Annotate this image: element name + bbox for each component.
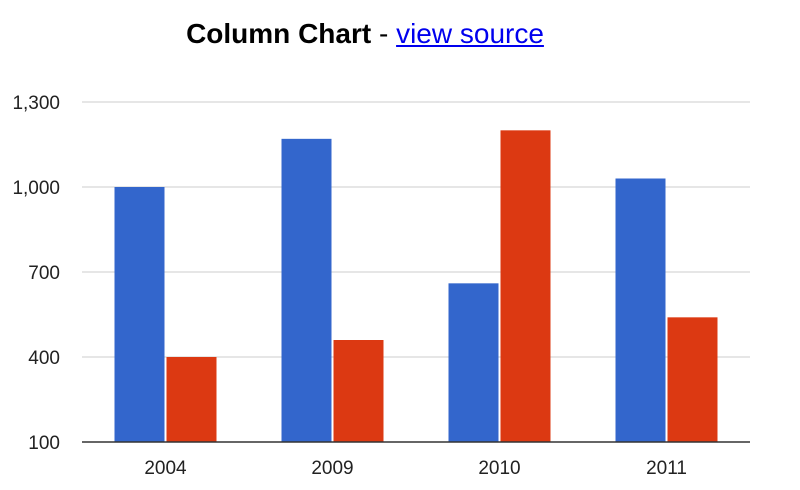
- y-tick-label: 400: [28, 348, 60, 369]
- bar: [615, 178, 666, 442]
- bar: [500, 130, 551, 443]
- y-tick-label: 1,300: [12, 93, 60, 114]
- bar: [281, 138, 332, 443]
- bar: [114, 187, 165, 442]
- x-tick-label: 2004: [144, 458, 187, 479]
- x-tick-label: 2010: [478, 458, 520, 479]
- y-tick-label: 100: [28, 433, 60, 454]
- bar: [166, 357, 217, 442]
- bar: [667, 317, 718, 442]
- bar: [333, 340, 384, 442]
- x-tick-label: 2009: [311, 458, 353, 479]
- bar: [448, 283, 499, 442]
- y-tick-label: 700: [28, 263, 60, 284]
- chart-title-text: Column Chart: [186, 18, 372, 49]
- x-tick-label: 2011: [646, 458, 687, 479]
- view-source-link[interactable]: view source: [396, 18, 544, 49]
- chart-title: Column Chart - view source: [0, 14, 730, 54]
- y-tick-label: 1,000: [12, 178, 60, 199]
- title-separator: -: [371, 18, 397, 49]
